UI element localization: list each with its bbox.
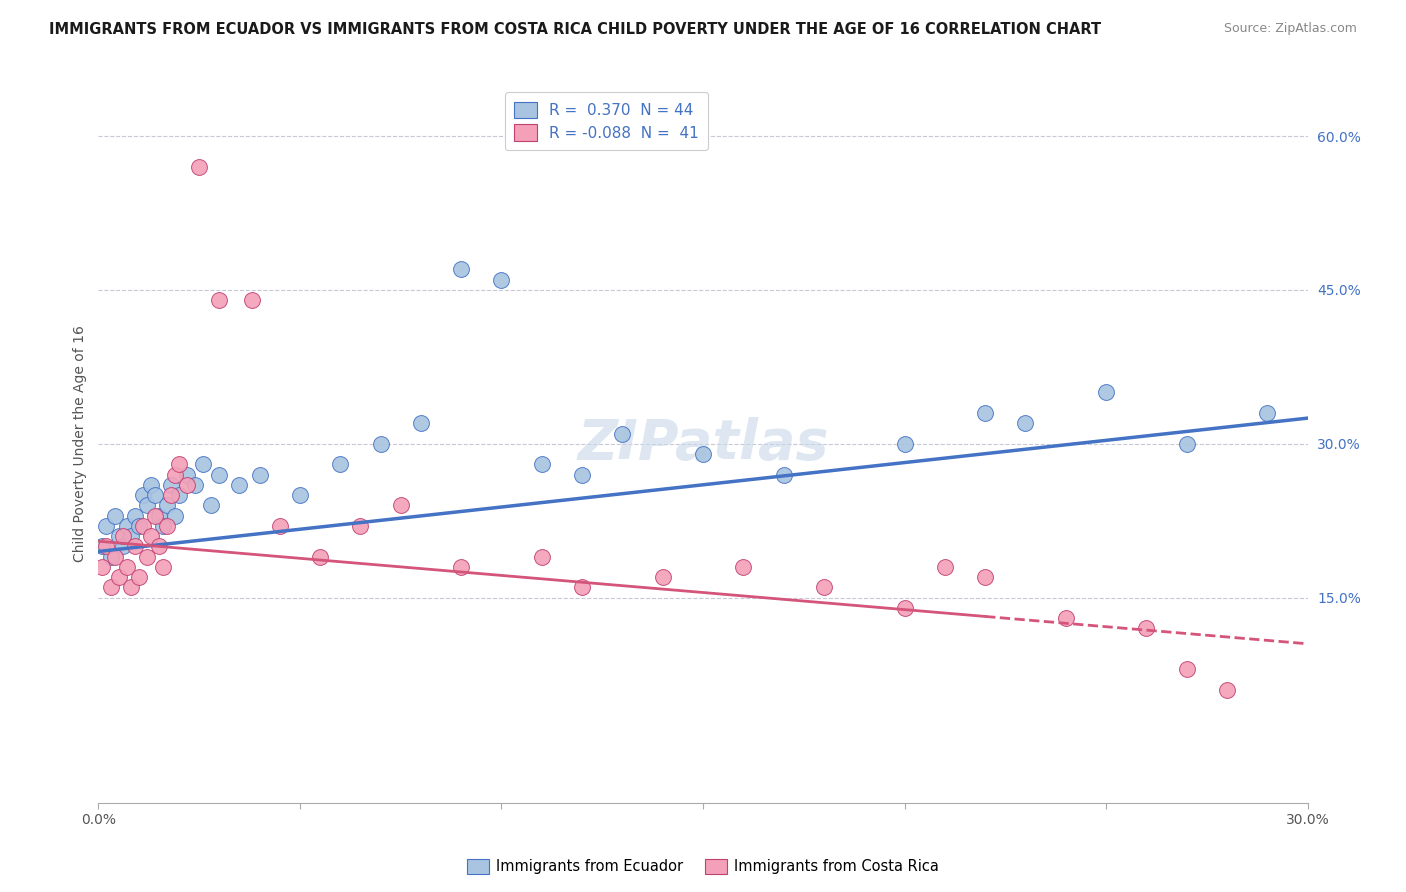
- Point: [733, 560, 755, 574]
- Point: [974, 570, 997, 584]
- Point: [974, 406, 997, 420]
- Text: ZIPatlas: ZIPatlas: [578, 417, 828, 471]
- Point: [1175, 662, 1198, 677]
- Point: [1135, 622, 1157, 636]
- Point: [692, 447, 714, 461]
- Point: [163, 508, 186, 523]
- Point: [139, 529, 162, 543]
- Point: [612, 426, 634, 441]
- Point: [409, 416, 432, 431]
- Point: [651, 570, 673, 584]
- Point: [240, 293, 263, 307]
- Point: [160, 488, 183, 502]
- Point: [143, 508, 166, 523]
- Point: [893, 601, 915, 615]
- Point: [100, 549, 122, 564]
- Point: [349, 519, 371, 533]
- Point: [132, 488, 155, 502]
- Point: [115, 519, 138, 533]
- Point: [188, 160, 211, 174]
- Point: [152, 519, 174, 533]
- Point: [571, 467, 593, 482]
- Point: [107, 529, 129, 543]
- Y-axis label: Child Poverty Under the Age of 16: Child Poverty Under the Age of 16: [73, 326, 87, 562]
- Point: [135, 549, 157, 564]
- Point: [96, 539, 118, 553]
- Point: [148, 508, 170, 523]
- Point: [103, 508, 125, 523]
- Point: [269, 519, 291, 533]
- Point: [156, 519, 179, 533]
- Point: [160, 478, 183, 492]
- Point: [329, 458, 352, 472]
- Point: [934, 560, 956, 574]
- Point: [111, 539, 134, 553]
- Point: [128, 519, 150, 533]
- Point: [1216, 683, 1239, 698]
- Point: [96, 519, 118, 533]
- Point: [120, 529, 142, 543]
- Point: [176, 478, 198, 492]
- Point: [91, 539, 114, 553]
- Point: [111, 529, 134, 543]
- Point: [139, 478, 162, 492]
- Point: [184, 478, 207, 492]
- Point: [156, 498, 179, 512]
- Point: [530, 458, 553, 472]
- Point: [228, 478, 250, 492]
- Point: [100, 581, 122, 595]
- Point: [128, 570, 150, 584]
- Point: [193, 458, 215, 472]
- Text: Source: ZipAtlas.com: Source: ZipAtlas.com: [1223, 22, 1357, 36]
- Point: [491, 273, 513, 287]
- Point: [288, 488, 311, 502]
- Point: [103, 549, 125, 564]
- Point: [107, 570, 129, 584]
- Legend: Immigrants from Ecuador, Immigrants from Costa Rica: Immigrants from Ecuador, Immigrants from…: [461, 853, 945, 880]
- Point: [450, 262, 472, 277]
- Point: [91, 560, 114, 574]
- Point: [200, 498, 222, 512]
- Point: [249, 467, 271, 482]
- Point: [208, 293, 231, 307]
- Point: [152, 560, 174, 574]
- Point: [772, 467, 794, 482]
- Point: [571, 581, 593, 595]
- Point: [370, 437, 392, 451]
- Point: [309, 549, 332, 564]
- Point: [120, 581, 142, 595]
- Point: [893, 437, 915, 451]
- Point: [1175, 437, 1198, 451]
- Point: [176, 467, 198, 482]
- Point: [1054, 611, 1077, 625]
- Point: [1014, 416, 1036, 431]
- Point: [124, 539, 146, 553]
- Point: [208, 467, 231, 482]
- Legend: R =  0.370  N = 44, R = -0.088  N =  41: R = 0.370 N = 44, R = -0.088 N = 41: [505, 93, 707, 150]
- Point: [143, 488, 166, 502]
- Point: [813, 581, 835, 595]
- Point: [530, 549, 553, 564]
- Point: [1095, 385, 1118, 400]
- Point: [132, 519, 155, 533]
- Point: [163, 467, 186, 482]
- Point: [1256, 406, 1278, 420]
- Text: IMMIGRANTS FROM ECUADOR VS IMMIGRANTS FROM COSTA RICA CHILD POVERTY UNDER THE AG: IMMIGRANTS FROM ECUADOR VS IMMIGRANTS FR…: [49, 22, 1101, 37]
- Point: [450, 560, 472, 574]
- Point: [115, 560, 138, 574]
- Point: [124, 508, 146, 523]
- Point: [389, 498, 412, 512]
- Point: [148, 539, 170, 553]
- Point: [167, 488, 190, 502]
- Point: [135, 498, 157, 512]
- Point: [167, 458, 190, 472]
